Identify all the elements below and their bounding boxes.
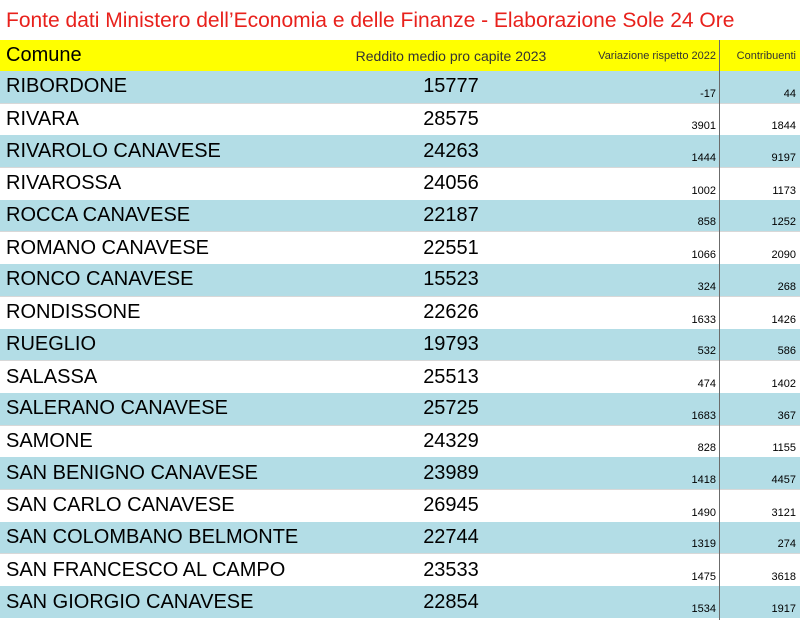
- cell-contribuenti[interactable]: 3618: [720, 553, 800, 586]
- cell-contribuenti[interactable]: 4457: [771, 473, 796, 486]
- cell-comune[interactable]: SAN FRANCESCO AL CAMPO: [0, 553, 324, 586]
- cell-contribuenti[interactable]: 1402: [720, 360, 800, 393]
- cell-comune[interactable]: SAN GIORGIO CANAVESE: [6, 590, 254, 613]
- cell-variazione[interactable]: 828: [578, 424, 720, 458]
- cell-variazione[interactable]: 474: [578, 360, 720, 393]
- cell-reddito[interactable]: 24263: [423, 139, 479, 162]
- table-row: RIBORDONE 15777 -17 44: [0, 71, 800, 104]
- cell-contribuenti[interactable]: 586: [777, 345, 796, 358]
- cell-variazione[interactable]: 3901: [578, 102, 720, 136]
- column-header-comune[interactable]: Comune: [6, 44, 82, 66]
- cell-comune[interactable]: RUEGLIO: [6, 332, 97, 355]
- cell-contribuenti[interactable]: 2090: [720, 231, 800, 265]
- header-row: Comune Reddito medio pro capite 2023 Var…: [0, 40, 800, 71]
- income-table: Comune Reddito medio pro capite 2023 Var…: [0, 40, 800, 619]
- cell-variazione[interactable]: 1066: [578, 231, 720, 265]
- cell-variazione[interactable]: 532: [697, 345, 716, 358]
- cell-comune[interactable]: SALERANO CANAVESE: [6, 397, 228, 420]
- cell-reddito[interactable]: 25725: [423, 397, 479, 420]
- cell-comune[interactable]: RONCO CANAVESE: [6, 268, 194, 291]
- cell-variazione[interactable]: 1633: [578, 295, 720, 329]
- cell-contribuenti[interactable]: 1155: [720, 424, 800, 458]
- cell-reddito[interactable]: 28575: [324, 102, 578, 136]
- cell-reddito[interactable]: 15777: [423, 75, 479, 98]
- table-row: ROCCA CANAVESE 22187 858 1252: [0, 199, 800, 232]
- table-row: RIVAROSSA 24056 1002 1173: [0, 167, 800, 200]
- column-header-variazione[interactable]: Variazione rispetto 2022: [598, 49, 716, 62]
- cell-reddito[interactable]: 19793: [423, 332, 479, 355]
- cell-variazione[interactable]: 1444: [691, 152, 716, 165]
- cell-variazione[interactable]: 1319: [691, 538, 716, 551]
- cell-contribuenti[interactable]: 1252: [771, 216, 796, 229]
- page-title: Fonte dati Ministero dell’Economia e del…: [6, 9, 735, 32]
- cell-reddito[interactable]: 22744: [423, 525, 479, 548]
- cell-comune[interactable]: RIVARA: [0, 102, 324, 136]
- table-row: RONCO CANAVESE 15523 324 268: [0, 264, 800, 297]
- column-header-reddito[interactable]: Reddito medio pro capite 2023: [355, 47, 547, 64]
- table-row: SAN GIORGIO CANAVESE 22854 1534 1917: [0, 586, 800, 619]
- table-row: ROMANO CANAVESE 22551 1066 2090: [0, 231, 800, 265]
- table-row: SALERANO CANAVESE 25725 1683 367: [0, 392, 800, 426]
- cell-contribuenti[interactable]: 1844: [720, 102, 800, 136]
- table-row: SAN CARLO CANAVESE 26945 1490 3121: [0, 488, 800, 522]
- cell-comune[interactable]: RIVAROSSA: [0, 167, 324, 200]
- cell-comune[interactable]: RIBORDONE: [6, 75, 128, 98]
- cell-contribuenti[interactable]: 268: [777, 280, 796, 293]
- cell-contribuenti[interactable]: 367: [777, 409, 796, 422]
- cell-contribuenti[interactable]: 1173: [720, 167, 800, 200]
- cell-reddito[interactable]: 15523: [423, 268, 479, 291]
- cell-contribuenti[interactable]: 3121: [720, 488, 800, 522]
- cell-contribuenti[interactable]: 44: [783, 87, 796, 100]
- cell-variazione[interactable]: 858: [697, 216, 716, 229]
- cell-comune[interactable]: SALASSA: [0, 360, 324, 393]
- cell-reddito[interactable]: 25513: [324, 360, 578, 393]
- cell-comune[interactable]: SAN BENIGNO CANAVESE: [6, 461, 258, 484]
- table-row: SALASSA 25513 474 1402: [0, 360, 800, 393]
- cell-comune[interactable]: SAMONE: [0, 424, 324, 458]
- cell-variazione[interactable]: 1475: [578, 553, 720, 586]
- cell-reddito[interactable]: 26945: [324, 488, 578, 522]
- table-row: SAMONE 24329 828 1155: [0, 424, 800, 458]
- table-row: SAN BENIGNO CANAVESE 23989 1418 4457: [0, 457, 800, 490]
- table-row: RONDISSONE 22626 1633 1426: [0, 295, 800, 329]
- cell-variazione[interactable]: 1490: [578, 488, 720, 522]
- cell-reddito[interactable]: 24329: [324, 424, 578, 458]
- cell-comune[interactable]: ROCCA CANAVESE: [6, 204, 191, 227]
- cell-comune[interactable]: RONDISSONE: [0, 295, 324, 329]
- cell-contribuenti[interactable]: 1426: [720, 295, 800, 329]
- cell-variazione[interactable]: -17: [700, 87, 716, 100]
- table-row: SAN FRANCESCO AL CAMPO 23533 1475 3618: [0, 553, 800, 586]
- cell-variazione[interactable]: 324: [697, 280, 716, 293]
- cell-variazione[interactable]: 1002: [578, 167, 720, 200]
- cell-variazione[interactable]: 1534: [691, 603, 716, 616]
- cell-reddito[interactable]: 24056: [324, 167, 578, 200]
- cell-contribuenti[interactable]: 9197: [771, 152, 796, 165]
- cell-reddito[interactable]: 23989: [423, 461, 479, 484]
- cell-comune[interactable]: ROMANO CANAVESE: [0, 231, 324, 265]
- cell-reddito[interactable]: 22854: [423, 590, 479, 613]
- cell-comune[interactable]: SAN COLOMBANO BELMONTE: [6, 525, 299, 548]
- cell-comune[interactable]: SAN CARLO CANAVESE: [0, 488, 324, 522]
- table-row: SAN COLOMBANO BELMONTE 22744 1319 274: [0, 521, 800, 554]
- table-row: RUEGLIO 19793 532 586: [0, 328, 800, 361]
- table-row: RIVAROLO CANAVESE 24263 1444 9197: [0, 135, 800, 168]
- column-header-contribuenti[interactable]: Contribuenti: [736, 49, 796, 62]
- cell-comune[interactable]: RIVAROLO CANAVESE: [6, 139, 221, 162]
- cell-reddito[interactable]: 23533: [324, 553, 578, 586]
- cell-reddito[interactable]: 22187: [423, 204, 479, 227]
- freeze-pane-divider: [719, 40, 720, 620]
- cell-contribuenti[interactable]: 1917: [771, 603, 796, 616]
- table-row: RIVARA 28575 3901 1844: [0, 102, 800, 136]
- cell-contribuenti[interactable]: 274: [777, 538, 796, 551]
- cell-variazione[interactable]: 1683: [691, 409, 716, 422]
- cell-reddito[interactable]: 22551: [324, 231, 578, 265]
- cell-variazione[interactable]: 1418: [691, 473, 716, 486]
- cell-reddito[interactable]: 22626: [324, 295, 578, 329]
